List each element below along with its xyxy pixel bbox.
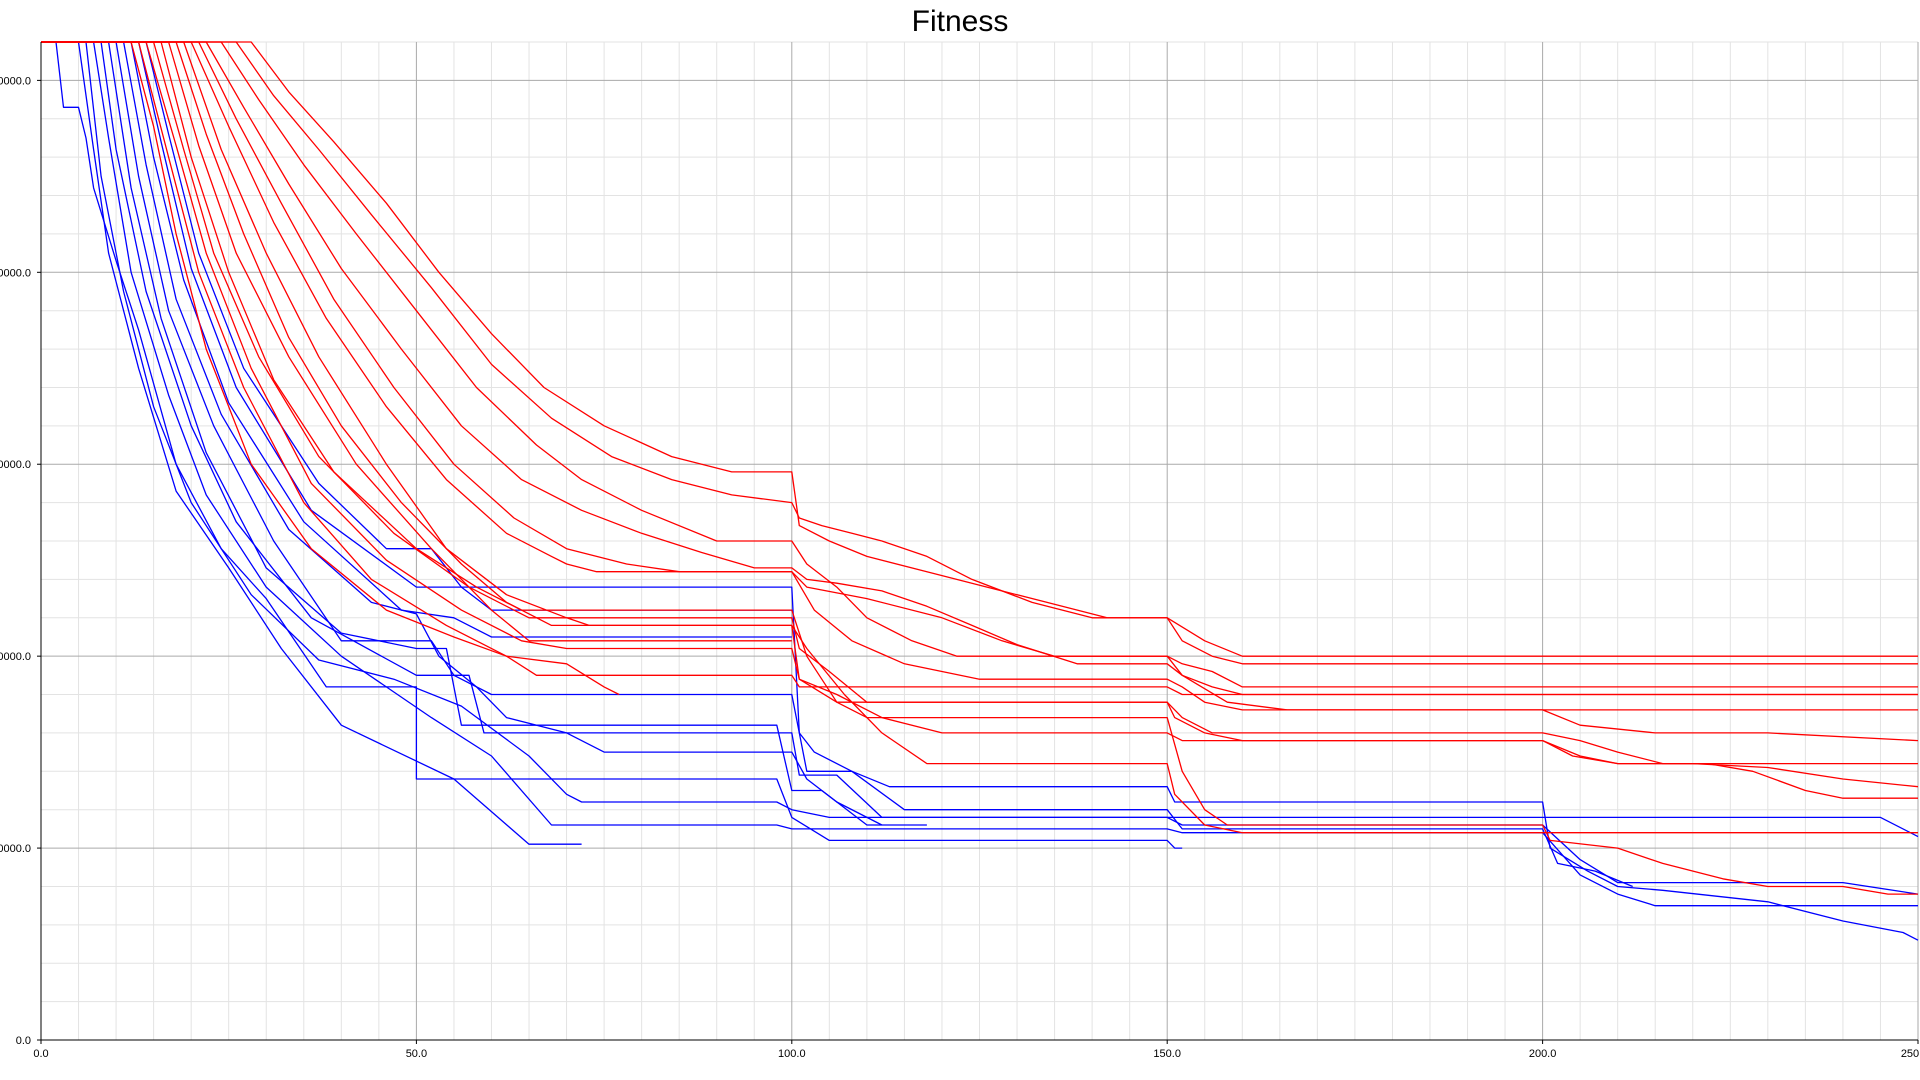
y-tick-label: 0.0 [16,1035,31,1047]
series-line-red-24 [41,41,1918,657]
series-line-blue-3 [41,41,1918,907]
series-line-red-22 [41,41,1918,688]
series-line-blue-8 [41,41,792,638]
series-line-blue-10 [41,41,792,611]
tick-labels: 0.0 50.0 100.0 150.0 200.0 250 0.0 0000.0 0000.0… [0,75,1919,1060]
y-tick-label: 0000.0 [0,843,31,855]
series-line-red-23 [41,41,1918,665]
y-tick-label: 0000.0 [0,459,31,471]
x-tick-label: 100.0 [778,1048,806,1060]
minor-grid [41,41,1918,1040]
series-line-blue-0 [41,41,1183,849]
x-tick-label: 150.0 [1153,1048,1181,1060]
chart-title: Fitness [911,5,1009,38]
x-tick-label: 250 [1901,1048,1919,1060]
series-line-red-20 [41,41,1918,696]
series-line-blue-2 [41,41,1919,895]
x-tick-label: 200.0 [1529,1048,1557,1060]
y-tick-label: 0000.0 [0,75,31,87]
x-tick-label: 0.0 [33,1048,48,1060]
series-layer [41,41,1919,941]
y-tick-label: 0000.0 [0,651,31,663]
series-line-red-16 [41,41,792,642]
series-line-red-18 [41,41,1919,788]
series-line-blue-7 [41,41,883,826]
series-line-blue-9 [41,41,1919,941]
y-tick-label: 0000.0 [0,267,31,279]
series-line-blue-6 [41,41,1633,888]
series-line-red-11 [41,41,620,696]
x-tick-label: 50.0 [406,1048,427,1060]
series-line-blue-1 [41,41,582,845]
axes [37,42,1919,1044]
series-line-blue-4 [41,41,1919,838]
series-line-red-21 [41,41,1918,711]
series-line-blue-5 [41,41,927,826]
series-line-red-14 [41,41,1918,765]
